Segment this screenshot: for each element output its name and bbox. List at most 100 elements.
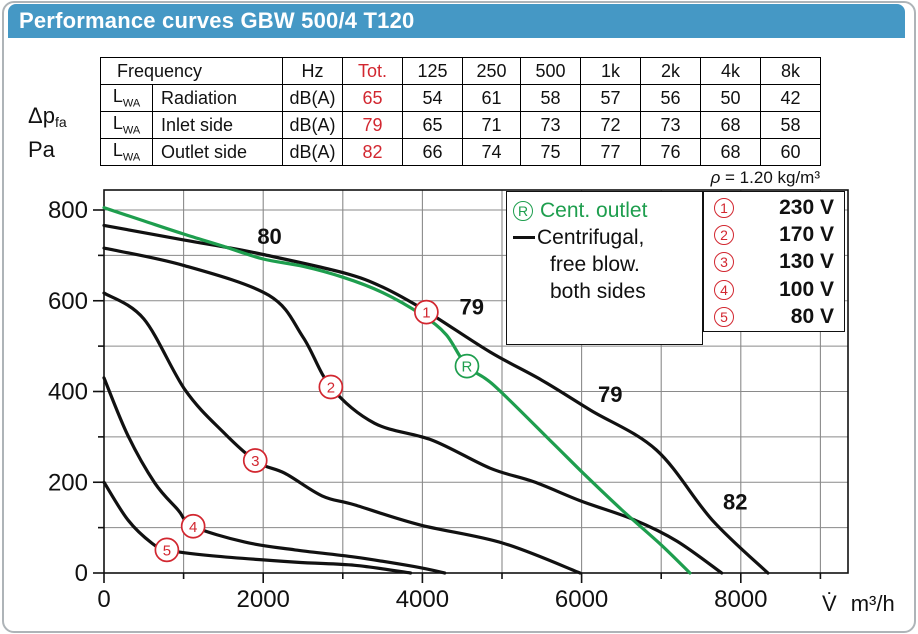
black-line-icon — [513, 236, 535, 239]
noise-level-label: 80 — [257, 224, 281, 249]
total-value-cell: 65 — [342, 84, 403, 112]
circled-3-icon: 3 — [714, 252, 734, 273]
circled-r-icon: R — [513, 200, 533, 221]
col-250: 250 — [462, 57, 521, 85]
band-value-cell: 56 — [640, 84, 701, 112]
y-tick-label: 0 — [75, 560, 88, 587]
page-title: Performance curves GBW 500/4 T120 — [19, 8, 415, 33]
row-name-cell: Radiation — [152, 84, 283, 112]
y-tick-label: 800 — [48, 197, 88, 224]
unit-cell: dB(A) — [282, 111, 343, 139]
x-tick-label: 6000 — [555, 586, 608, 613]
band-value-cell: 57 — [580, 84, 641, 112]
lwa-cell: LWA — [100, 84, 153, 112]
x-tick-label: 8000 — [714, 586, 767, 613]
curve-130-v — [102, 291, 582, 575]
y-axis-title: Δpfa Pa — [28, 103, 67, 162]
row-name-cell: Outlet side — [152, 138, 283, 166]
axis-ticks — [93, 209, 822, 583]
x-tick-label: 0 — [97, 586, 110, 613]
col-2k: 2k — [640, 57, 701, 85]
title-bar: Performance curves GBW 500/4 T120 — [8, 4, 905, 38]
band-value-cell: 73 — [520, 111, 581, 139]
flow-symbol: V̇ — [822, 591, 837, 616]
band-value-cell: 71 — [462, 111, 521, 139]
sound-table-body: LWA Radiation dB(A) 65 54 61 58 57 56 50 42 LWA Inle… — [100, 84, 821, 166]
curve-marker-1: 1 — [414, 299, 439, 325]
sound-power-table: Frequency Hz Tot. 125 250 500 1k 2k 4k 8… — [100, 57, 821, 166]
noise-level-label: 79 — [460, 295, 484, 320]
band-value-cell: 54 — [402, 84, 463, 112]
unit-cell: dB(A) — [282, 138, 343, 166]
y-tick-label: 600 — [48, 288, 88, 315]
noise-level-label: 79 — [598, 382, 622, 407]
band-value-cell: 66 — [402, 138, 463, 166]
row-name-cell: Inlet side — [152, 111, 283, 139]
unit-cell: dB(A) — [282, 84, 343, 112]
col-500: 500 — [520, 57, 581, 85]
band-value-cell: 58 — [760, 111, 821, 139]
x-axis-title: V̇ m³/h — [822, 591, 895, 616]
circled-2-icon: 2 — [714, 225, 734, 246]
col-125: 125 — [402, 57, 463, 85]
legend-centrifugal: Centrifugal, — [513, 224, 702, 251]
col-total: Tot. — [342, 57, 403, 85]
svg-text:4: 4 — [189, 519, 197, 536]
noise-level-label: 82 — [723, 490, 747, 515]
band-value-cell: 42 — [760, 84, 821, 112]
voltage-item-2: 2 170 V — [704, 221, 844, 248]
curve-marker-3: 3 — [242, 448, 268, 473]
curve-marker-2: 2 — [318, 374, 344, 400]
svg-text:5: 5 — [163, 542, 171, 559]
band-value-cell: 75 — [520, 138, 581, 166]
table-header-row: Frequency Hz Tot. 125 250 500 1k 2k 4k 8… — [100, 57, 821, 85]
legend-cent-outlet: R Cent. outlet — [513, 197, 702, 224]
col-8k: 8k — [760, 57, 821, 85]
curve-80-v — [102, 480, 413, 575]
table-row: LWA Inlet side dB(A) 79 65 71 73 72 73 68 58 — [100, 111, 821, 139]
voltage-item-3: 3 130 V — [704, 249, 844, 276]
voltage-item-1: 1 230 V — [704, 194, 844, 221]
svg-text:2: 2 — [327, 379, 335, 396]
legend-configuration: R Cent. outlet Centrifugal, free blow. b… — [506, 191, 703, 345]
lwa-cell: LWA — [100, 111, 153, 139]
total-value-cell: 82 — [342, 138, 403, 166]
voltage-item-5: 5 80 V — [704, 304, 844, 331]
band-value-cell: 61 — [462, 84, 521, 112]
band-value-cell: 74 — [462, 138, 521, 166]
curve-100-v — [102, 376, 447, 575]
col-1k: 1k — [580, 57, 641, 85]
band-value-cell: 77 — [580, 138, 641, 166]
y-tick-label: 200 — [48, 469, 88, 496]
band-value-cell: 50 — [700, 84, 761, 112]
svg-text:1: 1 — [422, 305, 430, 322]
band-value-cell: 73 — [640, 111, 701, 139]
band-value-cell: 68 — [700, 111, 761, 139]
curve-marker-4: 4 — [180, 513, 206, 539]
table-row: LWA Outlet side dB(A) 82 66 74 75 77 76 68 60 — [100, 138, 821, 166]
circled-4-icon: 4 — [714, 279, 734, 300]
col-hz: Hz — [282, 57, 343, 85]
band-value-cell: 72 — [580, 111, 641, 139]
x-tick-label: 2000 — [237, 586, 290, 613]
svg-text:R: R — [462, 359, 473, 376]
band-value-cell: 68 — [700, 138, 761, 166]
col-frequency: Frequency — [100, 57, 283, 85]
lwa-cell: LWA — [100, 138, 153, 166]
band-value-cell: 60 — [760, 138, 821, 166]
circled-1-icon: 1 — [714, 197, 734, 218]
curve-marker-5: 5 — [154, 537, 180, 563]
circled-5-icon: 5 — [714, 307, 734, 328]
x-tick-label: 4000 — [396, 586, 449, 613]
voltage-item-4: 4 100 V — [704, 276, 844, 303]
col-4k: 4k — [700, 57, 761, 85]
total-value-cell: 79 — [342, 111, 403, 139]
band-value-cell: 58 — [520, 84, 581, 112]
y-tick-label: 400 — [48, 379, 88, 406]
legend-voltages: 1 230 V 2 170 V 3 130 V 4 100 V 5 80 V — [703, 191, 845, 332]
band-value-cell: 65 — [402, 111, 463, 139]
table-row: LWA Radiation dB(A) 65 54 61 58 57 56 50 42 — [100, 84, 821, 112]
